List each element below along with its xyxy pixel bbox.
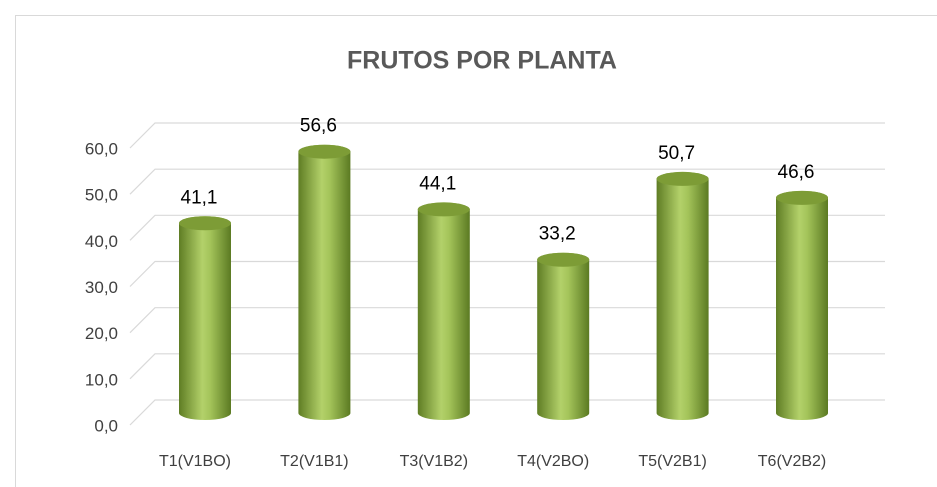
value-label: 56,6	[300, 116, 337, 137]
grid-line	[129, 353, 885, 380]
bar-top	[776, 190, 828, 205]
bar-top	[417, 202, 470, 217]
x-tick-label: T4(V2BO)	[517, 453, 589, 470]
value-label: 33,2	[539, 224, 576, 245]
grid-line	[129, 168, 885, 195]
x-tick-label: T2(V1B1)	[280, 453, 348, 470]
bar	[537, 252, 590, 421]
bar-top	[179, 216, 231, 231]
bar	[179, 216, 231, 420]
value-label: 44,1	[419, 173, 456, 194]
grid-line	[129, 214, 885, 241]
bar-top	[537, 252, 590, 267]
bar	[776, 190, 828, 420]
y-tick-label: 10,0	[85, 370, 118, 389]
grid-line	[129, 260, 885, 287]
value-label: 50,7	[658, 143, 695, 164]
y-tick-label: 40,0	[85, 232, 118, 251]
chart-title: FRUTOS POR PLANTA	[347, 47, 617, 75]
x-tick-label: T1(V1BO)	[159, 453, 231, 470]
grid-line	[129, 122, 885, 149]
y-tick-label: 50,0	[85, 186, 118, 205]
y-tick-label: 20,0	[85, 324, 118, 343]
value-label: 46,6	[778, 162, 815, 183]
x-tick-label: T3(V1B2)	[400, 453, 468, 470]
grid-line	[129, 307, 885, 334]
bar-top	[298, 144, 351, 159]
bar	[417, 202, 470, 421]
x-tick-label: T6(V2B2)	[758, 453, 826, 470]
value-label: 41,1	[181, 187, 218, 208]
y-tick-label: 30,0	[85, 278, 118, 297]
y-tick-label: 0,0	[94, 416, 118, 435]
y-tick-label: 60,0	[85, 139, 118, 158]
grid-line	[129, 399, 885, 426]
bar	[656, 171, 709, 421]
bar-top	[656, 171, 709, 186]
bar	[298, 144, 351, 421]
x-tick-label: T5(V2B1)	[638, 453, 706, 470]
